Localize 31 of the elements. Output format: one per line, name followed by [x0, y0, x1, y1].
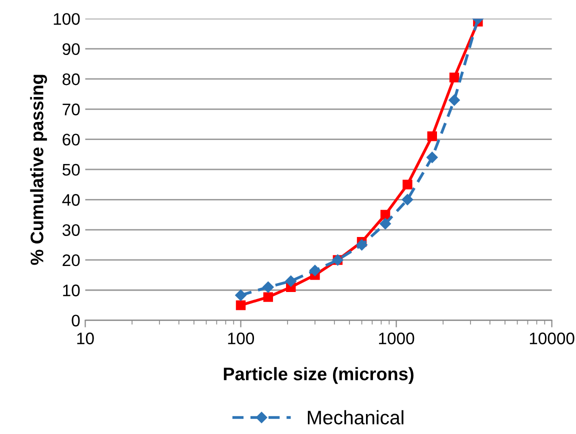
point: [426, 152, 438, 164]
y-tick-label: 100: [54, 13, 80, 25]
point: [380, 218, 391, 230]
point: [380, 210, 390, 220]
point: [263, 292, 274, 302]
x-tick-label: 100: [228, 332, 254, 344]
y-tick-label: 10: [63, 284, 80, 296]
x-tick-label: 10: [77, 332, 94, 344]
point: [402, 194, 414, 206]
x-axis-title: Particle size (microns): [224, 367, 414, 384]
y-tick-label: 40: [62, 194, 80, 206]
y-axis-title: % Cumulative passing: [30, 74, 48, 265]
point: [449, 72, 460, 82]
point: [402, 180, 412, 190]
y-tick-label: 50: [62, 164, 80, 176]
point: [356, 239, 368, 250]
point: [262, 282, 274, 293]
point: [427, 131, 437, 142]
x-tick-label: 1000: [379, 332, 414, 344]
x-tick-label: 10000: [530, 332, 574, 344]
point: [285, 275, 296, 287]
y-tick-label: 90: [62, 43, 80, 56]
y-tick-label: 20: [62, 254, 80, 266]
y-tick-label: 80: [62, 73, 80, 86]
y-tick-label: 30: [62, 224, 80, 236]
legend-label: Mechanical: [308, 410, 404, 424]
y-tick-label: 60: [62, 134, 80, 146]
point: [309, 264, 321, 276]
y-tick-label: 0: [72, 314, 80, 326]
y-tick-label: 70: [62, 104, 80, 116]
point: [448, 94, 460, 106]
